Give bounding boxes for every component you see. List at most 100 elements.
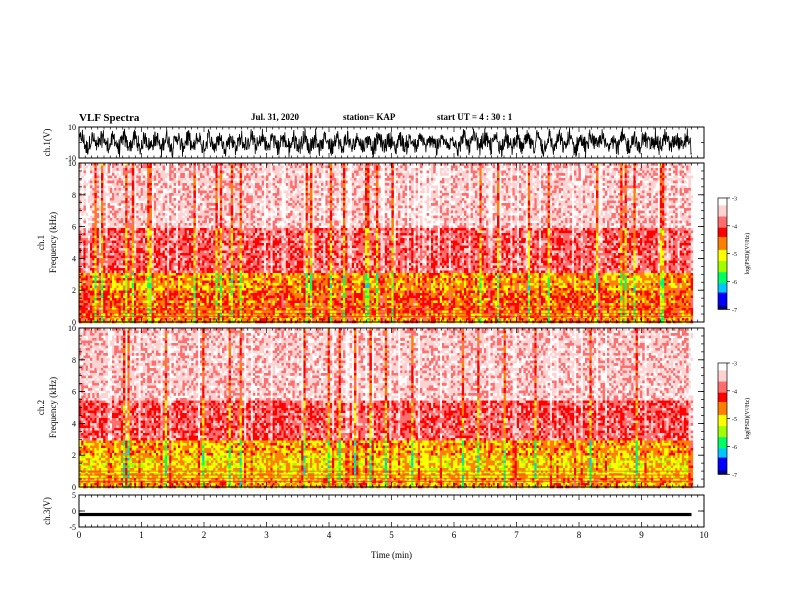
psd-cell [81, 251, 84, 254]
psd-cell [90, 231, 93, 234]
psd-cell [92, 276, 95, 279]
psd-cell [108, 176, 111, 179]
psd-cell [92, 223, 95, 226]
psd-cell [125, 173, 128, 176]
psd-cell [101, 298, 104, 301]
psd-cell [88, 223, 91, 226]
psd-cell [81, 236, 84, 239]
psd-cell [121, 278, 124, 281]
psd-cell [110, 201, 113, 204]
psd-cell [114, 268, 117, 271]
psd-cell [110, 248, 113, 251]
psd-cell [90, 183, 93, 186]
psd-cell [114, 271, 117, 274]
psd-cell [116, 296, 119, 299]
psd-cell [112, 251, 115, 254]
psd-cell [121, 208, 124, 211]
psd-cell [127, 233, 129, 236]
psd-cell [116, 183, 119, 186]
psd-cell [99, 176, 102, 179]
psd-cell [127, 276, 129, 279]
psd-cell [127, 201, 129, 204]
psd-cell [88, 198, 91, 201]
psd-cell [116, 201, 119, 204]
psd-cell [97, 248, 100, 251]
psd-cell [132, 198, 135, 201]
psd-cell [121, 196, 124, 199]
psd-cell [125, 183, 128, 186]
psd-cell [92, 268, 95, 271]
psd-cell [116, 246, 119, 249]
psd-cell [103, 191, 106, 194]
psd-cell [130, 268, 133, 271]
psd-cell [83, 293, 86, 296]
psd-cell [130, 193, 133, 196]
psd-cell [121, 213, 124, 216]
psd-cell [88, 278, 91, 281]
psd-cell [105, 291, 108, 294]
psd-cell [92, 191, 95, 194]
psd-cell [123, 231, 126, 234]
psd-cell [116, 278, 119, 281]
psd-cell [101, 196, 104, 199]
psd-cell [121, 231, 124, 234]
psd-cell [90, 263, 93, 266]
psd-cell [119, 233, 122, 236]
psd-cell [119, 278, 122, 281]
psd-cell [108, 216, 111, 219]
psd-cell [121, 303, 124, 306]
psd-cell [114, 303, 117, 306]
psd-cell [110, 236, 113, 239]
psd-cell [99, 238, 102, 241]
psd-cell [81, 316, 84, 319]
psd-cell [103, 303, 106, 306]
psd-cell [121, 276, 124, 279]
psd-cell [103, 228, 106, 231]
psd-cell [121, 166, 124, 169]
psd-cell [125, 288, 128, 291]
psd-cell [103, 198, 106, 201]
psd-cell [116, 181, 119, 184]
psd-cell [116, 271, 119, 274]
psd-cell [121, 183, 124, 186]
psd-cell [134, 238, 137, 241]
psd-cell [110, 181, 113, 184]
psd-cell [125, 201, 128, 204]
psd-cell [132, 303, 135, 306]
psd-cell [116, 263, 119, 266]
psd-cell [94, 261, 97, 264]
psd-cell [116, 248, 119, 251]
psd-cell [121, 201, 124, 204]
psd-cell [130, 196, 133, 199]
psd-cell [125, 166, 128, 169]
psd-cell [134, 246, 137, 249]
psd-cell [112, 223, 115, 226]
psd-cell [86, 241, 89, 244]
psd-cell [97, 256, 100, 259]
psd-cell [103, 263, 106, 266]
psd-cell [108, 243, 111, 246]
psd-cell [132, 256, 135, 259]
psd-cell [83, 166, 86, 169]
psd-cell [90, 166, 93, 169]
psd-cell [92, 178, 95, 181]
psd-cell [90, 268, 93, 271]
psd-cell [103, 261, 106, 264]
psd-cell [130, 171, 133, 174]
psd-cell [112, 166, 115, 169]
psd-cell [119, 251, 122, 254]
psd-cell [92, 246, 95, 249]
psd-cell [110, 218, 113, 221]
psd-cell [101, 263, 104, 266]
psd-cell [125, 203, 128, 206]
psd-cell [114, 286, 117, 289]
psd-cell [101, 271, 104, 274]
psd-cell [112, 303, 115, 306]
psd-cell [94, 198, 97, 201]
psd-cell [123, 168, 126, 171]
psd-cell [108, 256, 111, 259]
psd-cell [101, 178, 104, 181]
psd-cell [101, 273, 104, 276]
psd-cell [86, 166, 89, 169]
psd-cell [88, 256, 91, 259]
